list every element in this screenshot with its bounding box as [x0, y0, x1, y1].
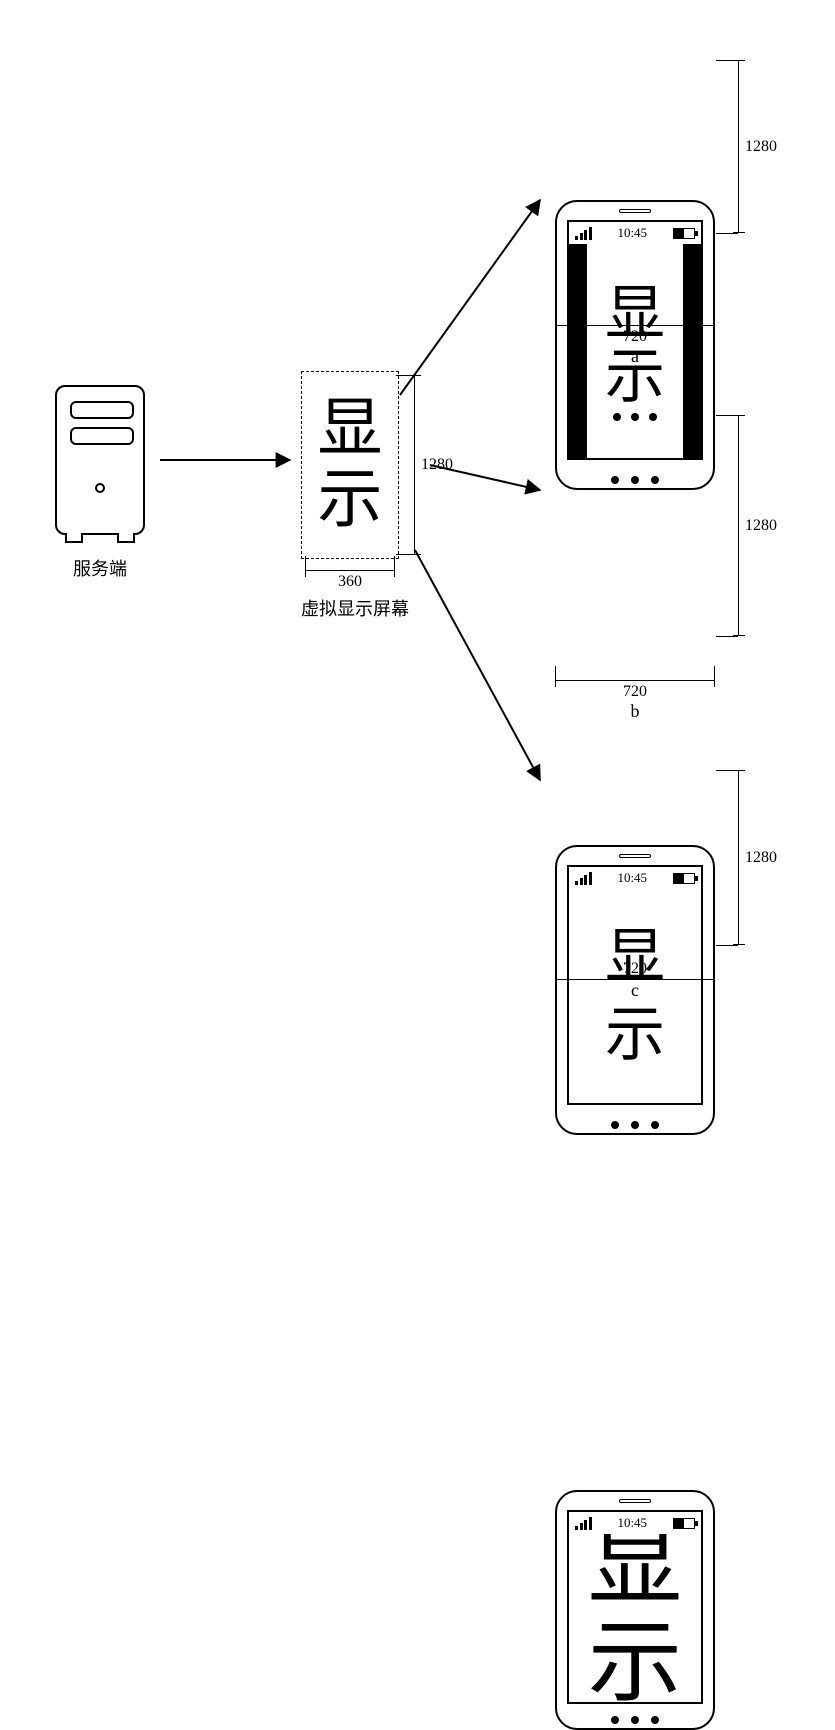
virtual-screen-label: 虚拟显示屏幕: [280, 595, 430, 621]
nav-dots: [557, 1121, 713, 1129]
content-char-1: 显: [588, 1534, 683, 1618]
phone-b-tag: b: [615, 701, 655, 722]
battery-icon: [673, 873, 695, 884]
phone-c: 10:45 显 示: [555, 1490, 715, 1730]
content-char-2: 示: [588, 1612, 683, 1702]
status-bar: 10:45: [569, 867, 701, 889]
vscreen-height-dim: 1280: [414, 375, 434, 555]
phone-b-width-dim: 720: [555, 680, 715, 700]
vscreen-width-dim: 360: [305, 570, 395, 590]
clock: 10:45: [617, 225, 647, 241]
clock: 10:45: [617, 870, 647, 886]
phone-c-height-dim: 1280: [738, 770, 758, 945]
virtual-screen: 显 示: [305, 375, 395, 555]
inner-nav-dots: [613, 413, 657, 421]
phone-a-tag: a: [615, 346, 655, 367]
phone-b-height-dim: 1280: [738, 415, 758, 636]
content-char-2: 示: [605, 996, 665, 1074]
phone-a-width-dim: 720: [555, 325, 715, 345]
signal-icon: [575, 1516, 592, 1530]
battery-icon: [673, 1518, 695, 1529]
battery-icon: [673, 228, 695, 239]
phone-c-tag: c: [615, 980, 655, 1001]
nav-dots: [557, 476, 713, 484]
signal-icon: [575, 226, 592, 240]
pillarbox-right: [683, 244, 701, 458]
status-bar: 10:45: [569, 1512, 701, 1534]
status-bar: 10:45: [569, 222, 701, 244]
pillarbox-left: [569, 244, 587, 458]
server-tower: [55, 385, 145, 535]
nav-dots: [557, 1716, 713, 1724]
clock: 10:45: [617, 1515, 647, 1531]
phone-a-height-dim: 1280: [738, 60, 758, 233]
server-label: 服务端: [55, 555, 145, 581]
signal-icon: [575, 871, 592, 885]
